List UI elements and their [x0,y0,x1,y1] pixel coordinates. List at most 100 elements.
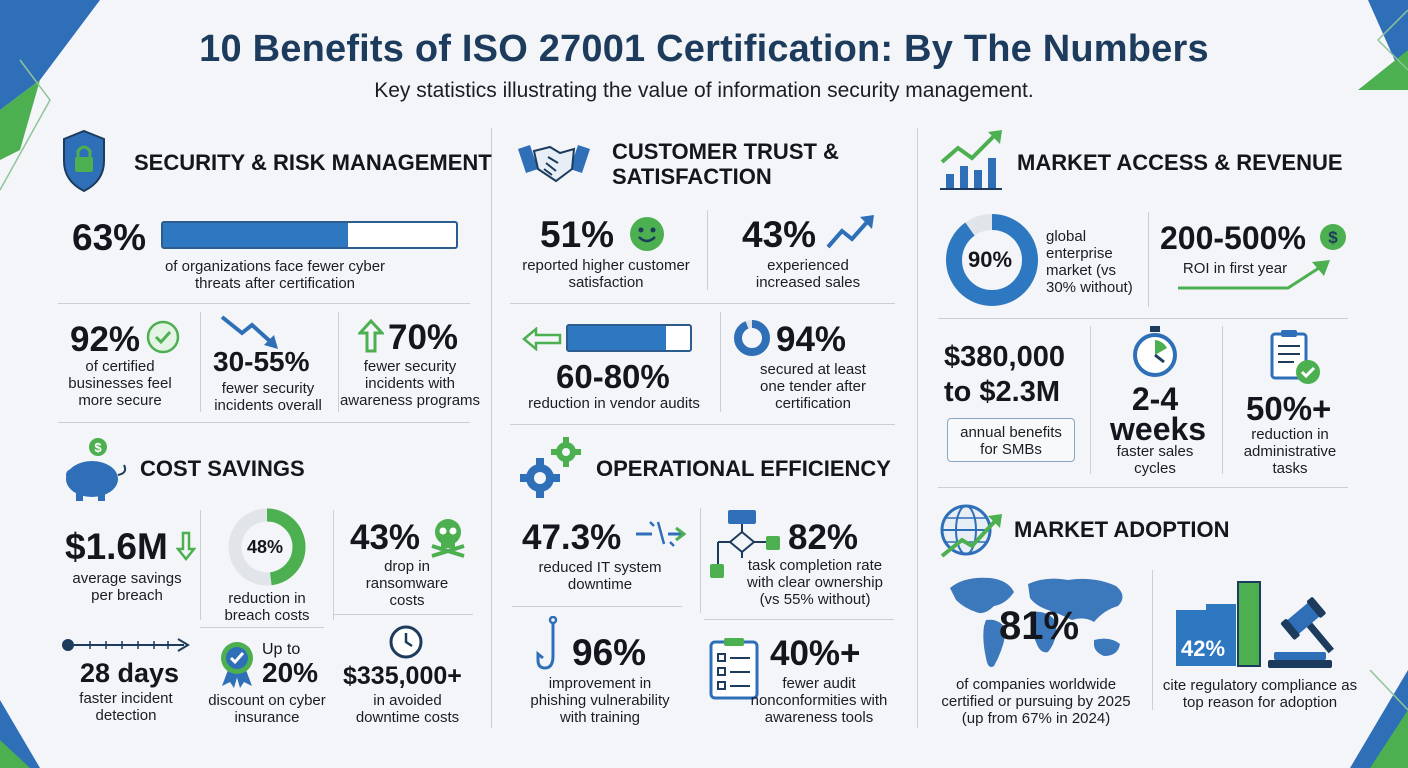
arrow-up-icon [358,319,384,353]
stat-label: ROI in first year [1182,260,1288,277]
clipboard-check-icon [1270,330,1320,384]
donut-chart [228,508,306,586]
section-title-trust: CUSTOMER TRUST & SATISFACTION [612,139,839,189]
stat-value: 63% [72,217,147,258]
column-divider [491,128,492,728]
award-badge-icon [221,642,253,688]
section-title-operational: OPERATIONAL EFFICIENCY [596,456,891,481]
cell-divider [1152,570,1153,710]
page-subtitle: Key statistics illustrating the value of… [374,79,1034,102]
stat-value: 30-55% [213,346,310,377]
donut-chart-fill [734,320,770,356]
stat-label: reported higher customer satisfaction [522,257,690,291]
stat-label: task completion rate with clear ownershi… [747,557,883,608]
stat-label: average savings per breach [72,570,182,604]
stat-label: reduction in administrative tasks [1243,426,1337,477]
stat-value: 200-500% [1160,220,1306,256]
page-title: 10 Benefits of ISO 27001 Certification: … [199,28,1209,70]
stat-label: fewer security incidents overall [214,380,322,414]
cell-divider [1222,326,1223,474]
stat-label: faster sales cycles [1116,443,1194,477]
gears-icon [520,437,581,498]
progress-bar [161,221,458,249]
row-divider [938,318,1348,319]
cell-divider [720,312,721,412]
cell-divider [1148,212,1149,307]
shield-lock-icon [63,129,105,193]
stat-value: 70% [388,318,459,357]
bar-chart-growth-icon [940,130,1002,190]
row-divider [938,487,1348,488]
world-map [950,577,1123,667]
dollar-coin-icon: $ [1320,224,1346,250]
stat-value: $380,000 to $2.3M [944,341,1065,408]
cell-divider [200,510,201,620]
trend-down-icon [220,315,278,349]
stat-label: reduction in breach costs [224,590,310,624]
disconnect-arrows-icon [636,521,686,547]
cell-divider [707,210,708,290]
stat-value: 2-4 weeks [1110,381,1207,447]
fishing-hook-icon [536,616,558,670]
stat-value: 81% [999,604,1080,648]
stat-label: annual benefits for SMBs [960,424,1062,458]
stat-value: 90% [968,247,1013,272]
stat-label: of certified businesses feel more secure [68,358,172,409]
cell-divider [700,508,701,613]
progress-bar [566,324,692,352]
stat-label: of companies worldwide certified or purs… [941,676,1131,727]
stat-value: 28 days [80,658,180,688]
globe-growth-icon [940,504,1002,558]
row-divider [510,303,895,304]
stat-value: 43% [742,214,817,255]
stat-label: reduction in vendor audits [528,395,700,412]
corner-decoration-bottom-left [0,700,40,768]
cell-divider [1090,326,1091,474]
stat-label: reduced IT system downtime [538,559,662,593]
corner-decoration-bottom-right [1350,670,1408,768]
cell-divider [200,312,201,412]
stat-label: in avoided downtime costs [355,692,460,726]
stat-label: global enterprise market (vs 30% without… [1046,228,1133,296]
check-circle-icon [146,320,180,354]
row-divider [58,303,470,304]
arrow-down-icon [176,531,196,561]
donut-chart-fill [946,214,1038,306]
stopwatch-icon [1133,326,1177,377]
row-divider [200,627,324,628]
stat-value: $335,000+ [343,662,462,690]
stat-label: fewer security incidents with awareness … [339,358,481,409]
flowchart-icon [710,510,780,578]
piggy-bank-icon: $ [66,438,127,501]
stat-value: 48% [247,537,284,557]
progress-bar-fill [163,223,348,247]
growth-arrow-icon [1178,260,1330,290]
stat-value: 51% [540,214,615,255]
stat-value: 94% [776,320,847,359]
stat-label: faster incident detection [79,690,173,724]
stat-prefix: Up to [262,641,301,658]
row-divider [333,614,473,615]
section-title-adoption: MARKET ADOPTION [1014,517,1230,542]
checklist-icon [709,638,759,700]
stat-label: cite regulatory compliance as top reason… [1162,677,1358,711]
arrow-left-icon [522,327,562,351]
cell-divider [338,312,339,412]
smiley-icon [630,217,664,251]
donut-chart [734,320,770,356]
clock-icon [389,625,423,659]
stat-value: 42% [1181,636,1226,661]
bar-chart-icon [1176,581,1261,667]
corner-decoration-top-right [1358,0,1408,90]
section-title-market-access: MARKET ACCESS & REVENUE [1017,150,1343,175]
stat-value: 40%+ [770,634,861,673]
stat-label: fewer audit nonconformities with awarene… [750,675,888,726]
stat-value: $1.6M [65,526,168,567]
svg-text:$: $ [94,440,102,455]
stat-value: 60-80% [556,358,670,395]
section-title-cost: COST SAVINGS [140,456,305,481]
handshake-icon [518,145,590,183]
stat-value: 82% [788,518,859,557]
cell-divider [333,510,334,620]
trend-up-icon [826,215,874,249]
